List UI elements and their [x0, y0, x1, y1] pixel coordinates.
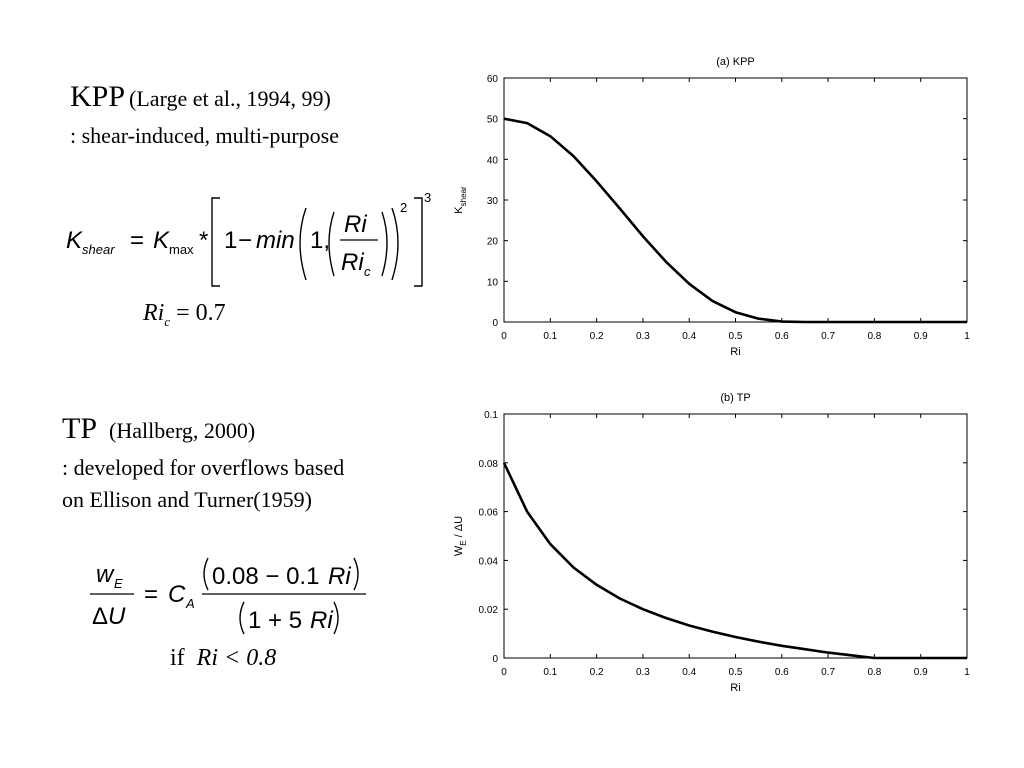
kpp-citation: (Large et al., 1994, 99)	[129, 86, 331, 111]
tp-x-tick-label: 0.1	[543, 667, 557, 678]
kpp-x-tick-label: 0.8	[867, 331, 881, 342]
tp-condition: if Ri < 0.8	[170, 645, 276, 672]
tp-x-tick-label: 0.8	[867, 667, 881, 678]
tp-chart-title: (b) TP	[720, 392, 750, 404]
tp-title: TP	[62, 412, 98, 445]
svg-text:U: U	[108, 603, 126, 630]
ric-subscript: c	[164, 314, 171, 329]
svg-text:1 + 5: 1 + 5	[248, 607, 302, 634]
svg-text:K: K	[66, 227, 83, 254]
kpp-y-tick-label: 10	[487, 277, 499, 288]
svg-text:max: max	[169, 242, 194, 257]
kpp-title: KPP	[70, 80, 126, 113]
kpp-y-tick-label: 30	[487, 196, 499, 207]
kpp-x-axis-label: Ri	[730, 346, 740, 358]
kpp-equation: K shear = K max * 1 − min 1, Ri Ri c 2 3	[66, 190, 431, 287]
tp-equation: w E Δ U = C A 0.08 − 0.1 Ri 1 + 5 Ri	[90, 557, 366, 635]
svg-text:Ri: Ri	[328, 563, 351, 590]
kpp-x-tick-label: 0.4	[682, 331, 696, 342]
svg-text:−: −	[238, 227, 252, 254]
tp-heading: TP (Hallberg, 2000)	[62, 412, 255, 446]
kpp-x-tick-label: 0.7	[821, 331, 835, 342]
ric-value: = 0.7	[176, 300, 226, 326]
svg-text:K: K	[153, 227, 170, 254]
tp-x-tick-label: 0.2	[590, 667, 604, 678]
tp-x-tick-label: 0.4	[682, 667, 696, 678]
svg-text:w: w	[96, 561, 115, 588]
kpp-chart-title: (a) KPP	[716, 56, 755, 68]
kpp-x-tick-label: 1	[964, 331, 970, 342]
kpp-x-tick-label: 0.5	[729, 331, 743, 342]
kpp-x-tick-label: 0.9	[914, 331, 928, 342]
tp-y-axis-label-rest: / ΔU	[453, 516, 465, 541]
kpp-x-tick-label: 0.2	[590, 331, 604, 342]
tp-y-tick-label: 0.02	[479, 605, 499, 616]
tp-y-axis-label: WE / ΔU	[453, 516, 468, 556]
kpp-y-axis-label-main: K	[453, 206, 465, 214]
ric-symbol: Ri	[143, 300, 165, 326]
svg-text:min: min	[256, 227, 295, 254]
kpp-description: : shear-induced, multi-purpose	[70, 123, 339, 148]
tp-x-tick-label: 1	[964, 667, 970, 678]
tp-y-tick-label: 0.04	[479, 556, 499, 567]
tp-x-tick-label: 0.5	[729, 667, 743, 678]
tp-condition-if: if	[170, 645, 185, 671]
tp-x-tick-label: 0.6	[775, 667, 789, 678]
tp-description: : developed for overflows based on Ellis…	[62, 452, 344, 516]
svg-text:2: 2	[400, 200, 407, 215]
tp-x-tick-label: 0.9	[914, 667, 928, 678]
tp-condition-expr: Ri < 0.8	[196, 645, 277, 671]
tp-x-tick-label: 0.3	[636, 667, 650, 678]
svg-text:3: 3	[424, 190, 431, 205]
svg-text:1: 1	[224, 227, 237, 254]
kpp-y-axis-label-sub: shear	[459, 186, 468, 206]
kpp-y-tick-label: 40	[487, 155, 499, 166]
kpp-y-tick-label: 60	[487, 74, 499, 85]
tp-y-tick-label: 0.06	[479, 508, 499, 519]
svg-text:Ri: Ri	[341, 249, 364, 276]
kpp-heading: KPP (Large et al., 1994, 99)	[70, 80, 331, 114]
svg-text:0.08 − 0.1: 0.08 − 0.1	[212, 563, 319, 590]
svg-text:Ri: Ri	[310, 607, 333, 634]
svg-text:=: =	[130, 227, 144, 254]
kpp-y-tick-label: 20	[487, 237, 499, 248]
tp-y-tick-label: 0.1	[484, 410, 498, 421]
svg-text:A: A	[185, 596, 195, 611]
tp-description-line2: on Ellison and Turner(1959)	[62, 487, 312, 512]
tp-chart: (b) TP 0 0.1 0.2 0.3 0.4 0.5 0.6 0.7 0.8 0.9 1 0 0.02…	[453, 392, 970, 694]
svg-text:Δ: Δ	[92, 603, 108, 630]
tp-plot-frame	[503, 413, 968, 659]
tp-description-line1: : developed for overflows based	[62, 455, 345, 480]
kpp-series-line	[503, 117, 967, 324]
svg-text:C: C	[168, 581, 186, 608]
tp-y-tick-label: 0	[492, 654, 498, 665]
kpp-x-tick-label: 0.6	[775, 331, 789, 342]
tp-citation: (Hallberg, 2000)	[109, 418, 256, 443]
kpp-x-tick-label: 0	[501, 331, 507, 342]
kpp-y-tick-label: 50	[487, 115, 499, 126]
tp-y-tick-label: 0.08	[479, 459, 499, 470]
svg-text:*: *	[199, 227, 208, 254]
svg-text:shear: shear	[82, 242, 115, 257]
tp-x-tick-label: 0	[501, 667, 507, 678]
tp-y-axis-label-sub: E	[459, 540, 468, 545]
kpp-plot-frame	[503, 77, 968, 323]
kpp-y-tick-label: 0	[492, 318, 498, 329]
kpp-y-axis-label: Kshear	[453, 186, 468, 214]
svg-text:Ri: Ri	[344, 211, 367, 238]
svg-text:1,: 1,	[310, 227, 330, 254]
kpp-ric-equation: Ric = 0.7	[143, 300, 226, 329]
tp-x-axis-label: Ri	[730, 682, 740, 694]
svg-text:c: c	[364, 264, 371, 279]
svg-text:E: E	[114, 576, 123, 591]
svg-text:=: =	[144, 581, 158, 608]
tp-y-axis-label-main: W	[453, 545, 465, 556]
tp-series-line	[502, 462, 967, 660]
kpp-x-tick-label: 0.1	[543, 331, 557, 342]
kpp-x-tick-label: 0.3	[636, 331, 650, 342]
tp-x-tick-label: 0.7	[821, 667, 835, 678]
